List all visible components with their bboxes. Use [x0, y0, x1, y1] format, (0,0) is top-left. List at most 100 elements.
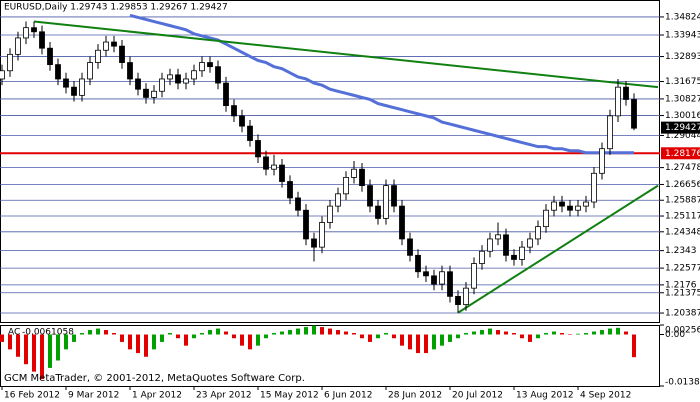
indicator-bar: [488, 328, 492, 335]
indicator-bar: [376, 334, 380, 339]
indicator-bar: [568, 334, 572, 336]
candle-body: [31, 27, 37, 33]
candle-body: [519, 246, 525, 260]
y-tick-label: 1.2176: [665, 280, 697, 290]
candle-body: [247, 125, 253, 141]
candle-body: [423, 271, 429, 277]
indicator-bar: [56, 334, 60, 361]
candle-body: [439, 271, 445, 285]
candle-body: [487, 238, 493, 252]
candle-body: [183, 78, 189, 84]
indicator-bar: [168, 333, 172, 335]
indicator-bar: [104, 330, 108, 335]
candle-body: [255, 140, 261, 158]
candle-body: [127, 62, 133, 80]
candle-body: [615, 86, 621, 117]
x-tick-label: 4 Sep 2012: [580, 391, 631, 401]
indicator-bar: [248, 334, 252, 350]
indicator-bar: [40, 334, 44, 380]
candle-body: [71, 86, 77, 96]
indicator-bar: [0, 334, 4, 342]
candle-body: [15, 37, 21, 55]
indicator-bar: [320, 327, 324, 335]
x-tick-label: 6 Jun 2012: [324, 391, 372, 401]
candle-body: [607, 115, 613, 150]
candle-body: [583, 201, 589, 207]
y-tick-label: 1.20387: [665, 309, 700, 319]
candle-body: [7, 53, 13, 72]
candle-body: [95, 49, 101, 63]
candle-body: [567, 205, 573, 211]
candle-body: [335, 193, 341, 207]
indicator-bar: [448, 334, 452, 342]
indicator-bar: [232, 334, 236, 339]
indicator-panel: [0, 325, 660, 387]
candle-body: [0, 70, 5, 80]
copyright: GCM MetaTrader, © 2001-2012, MetaQuotes …: [4, 373, 305, 384]
y-tick-label: 1.27478: [665, 163, 700, 173]
indicator-bar: [440, 334, 444, 346]
indicator-bar: [616, 327, 620, 335]
y-tick-label: 1.33943: [665, 31, 700, 41]
candle-body: [79, 78, 85, 96]
indicator-bar: [160, 334, 164, 342]
indicator-bar: [496, 330, 500, 335]
indicator-bar: [368, 334, 372, 342]
candle-body: [175, 74, 181, 84]
indicator-bar: [112, 333, 116, 335]
indicator-bar: [8, 334, 12, 350]
x-tick-label: 9 Mar 2012: [68, 391, 119, 401]
indicator-bar: [128, 334, 132, 350]
indicator-bar: [296, 328, 300, 335]
indicator-bar: [392, 334, 396, 339]
indicator-bar: [416, 334, 420, 354]
indicator-bar: [560, 333, 564, 335]
y-tick-label: 1.32893: [665, 52, 700, 62]
y-tick-label: 1.2343: [665, 246, 697, 256]
x-tick-label: 15 May 2012: [260, 391, 319, 401]
trendline: [33, 20, 659, 89]
indicator-bar: [96, 328, 100, 335]
indicator-bar: [184, 334, 188, 346]
candle-body: [143, 88, 149, 98]
candle-body: [511, 254, 517, 260]
y-tick-label: 1.34824: [665, 12, 700, 22]
indicator-bar: [520, 334, 524, 339]
candle-body: [23, 27, 29, 39]
indicator-bar: [256, 334, 260, 346]
indicator-bar: [608, 328, 612, 335]
candle-body: [87, 62, 93, 80]
indicator-bar: [80, 333, 84, 335]
indicator-bar: [224, 331, 228, 335]
indicator-bar: [544, 333, 548, 335]
candle-body: [527, 238, 533, 248]
candle-body: [223, 82, 229, 107]
x-tick-label: 1 Apr 2012: [132, 391, 182, 401]
y-tick-label: 1.22577: [665, 264, 700, 274]
candle-body: [471, 263, 477, 289]
indicator-bar: [144, 334, 148, 357]
candle-body: [591, 172, 597, 203]
x-tick-label: 23 Apr 2012: [196, 391, 252, 401]
candle-body: [391, 185, 397, 207]
indicator-bar: [552, 331, 556, 335]
candle-body: [375, 205, 381, 219]
y-tick-label: 1.26656: [665, 180, 700, 190]
candle-body: [455, 295, 461, 305]
candle-body: [103, 41, 109, 51]
indicator-bar: [576, 333, 580, 335]
indicator-bar: [464, 333, 468, 335]
indicator-bar: [536, 334, 540, 339]
candle-body: [231, 105, 237, 117]
indicator-bar: [352, 333, 356, 335]
indicator-bar: [344, 331, 348, 335]
bid-label: 1.29427: [665, 123, 700, 133]
candle-body: [367, 185, 373, 207]
candle-body: [327, 205, 333, 223]
candle-body: [415, 254, 421, 273]
candle-body: [623, 86, 629, 100]
y-tick-label: 1.24348: [665, 227, 700, 237]
indicator-bar: [136, 334, 140, 354]
candle-body: [503, 234, 509, 256]
